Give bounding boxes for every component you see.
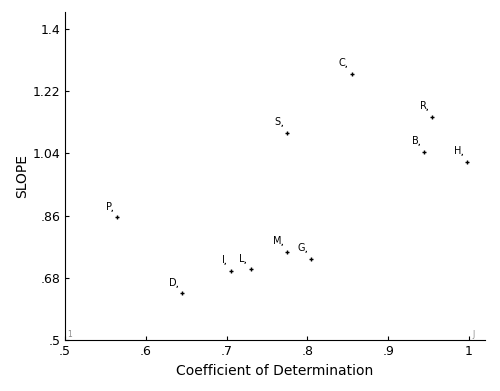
Text: P$_{\mathbf{,}}$: P$_{\mathbf{,}}$ — [105, 200, 115, 215]
Text: G$_{\mathbf{,}}$: G$_{\mathbf{,}}$ — [297, 242, 308, 256]
Text: D$_{\mathbf{,}}$: D$_{\mathbf{,}}$ — [168, 276, 179, 291]
Text: M$_{\mathbf{,}}$: M$_{\mathbf{,}}$ — [272, 235, 284, 249]
Text: J: J — [473, 330, 475, 339]
Text: 1: 1 — [68, 330, 72, 339]
X-axis label: Coefficient of Determination: Coefficient of Determination — [176, 364, 374, 378]
Text: B$_{\mathbf{,}}$: B$_{\mathbf{,}}$ — [411, 135, 422, 149]
Text: R$_{\mathbf{,}}$: R$_{\mathbf{,}}$ — [419, 100, 430, 115]
Text: L$_{\mathbf{,}}$: L$_{\mathbf{,}}$ — [238, 252, 248, 267]
Y-axis label: SLOPE: SLOPE — [16, 154, 30, 198]
Text: S$_{\mathbf{,}}$: S$_{\mathbf{,}}$ — [274, 116, 284, 130]
Text: C$_{\mathbf{,}}$: C$_{\mathbf{,}}$ — [338, 57, 349, 71]
Text: H$_{\mathbf{,}}$: H$_{\mathbf{,}}$ — [453, 145, 464, 160]
Text: I$_{\mathbf{,}}$: I$_{\mathbf{,}}$ — [221, 254, 228, 268]
